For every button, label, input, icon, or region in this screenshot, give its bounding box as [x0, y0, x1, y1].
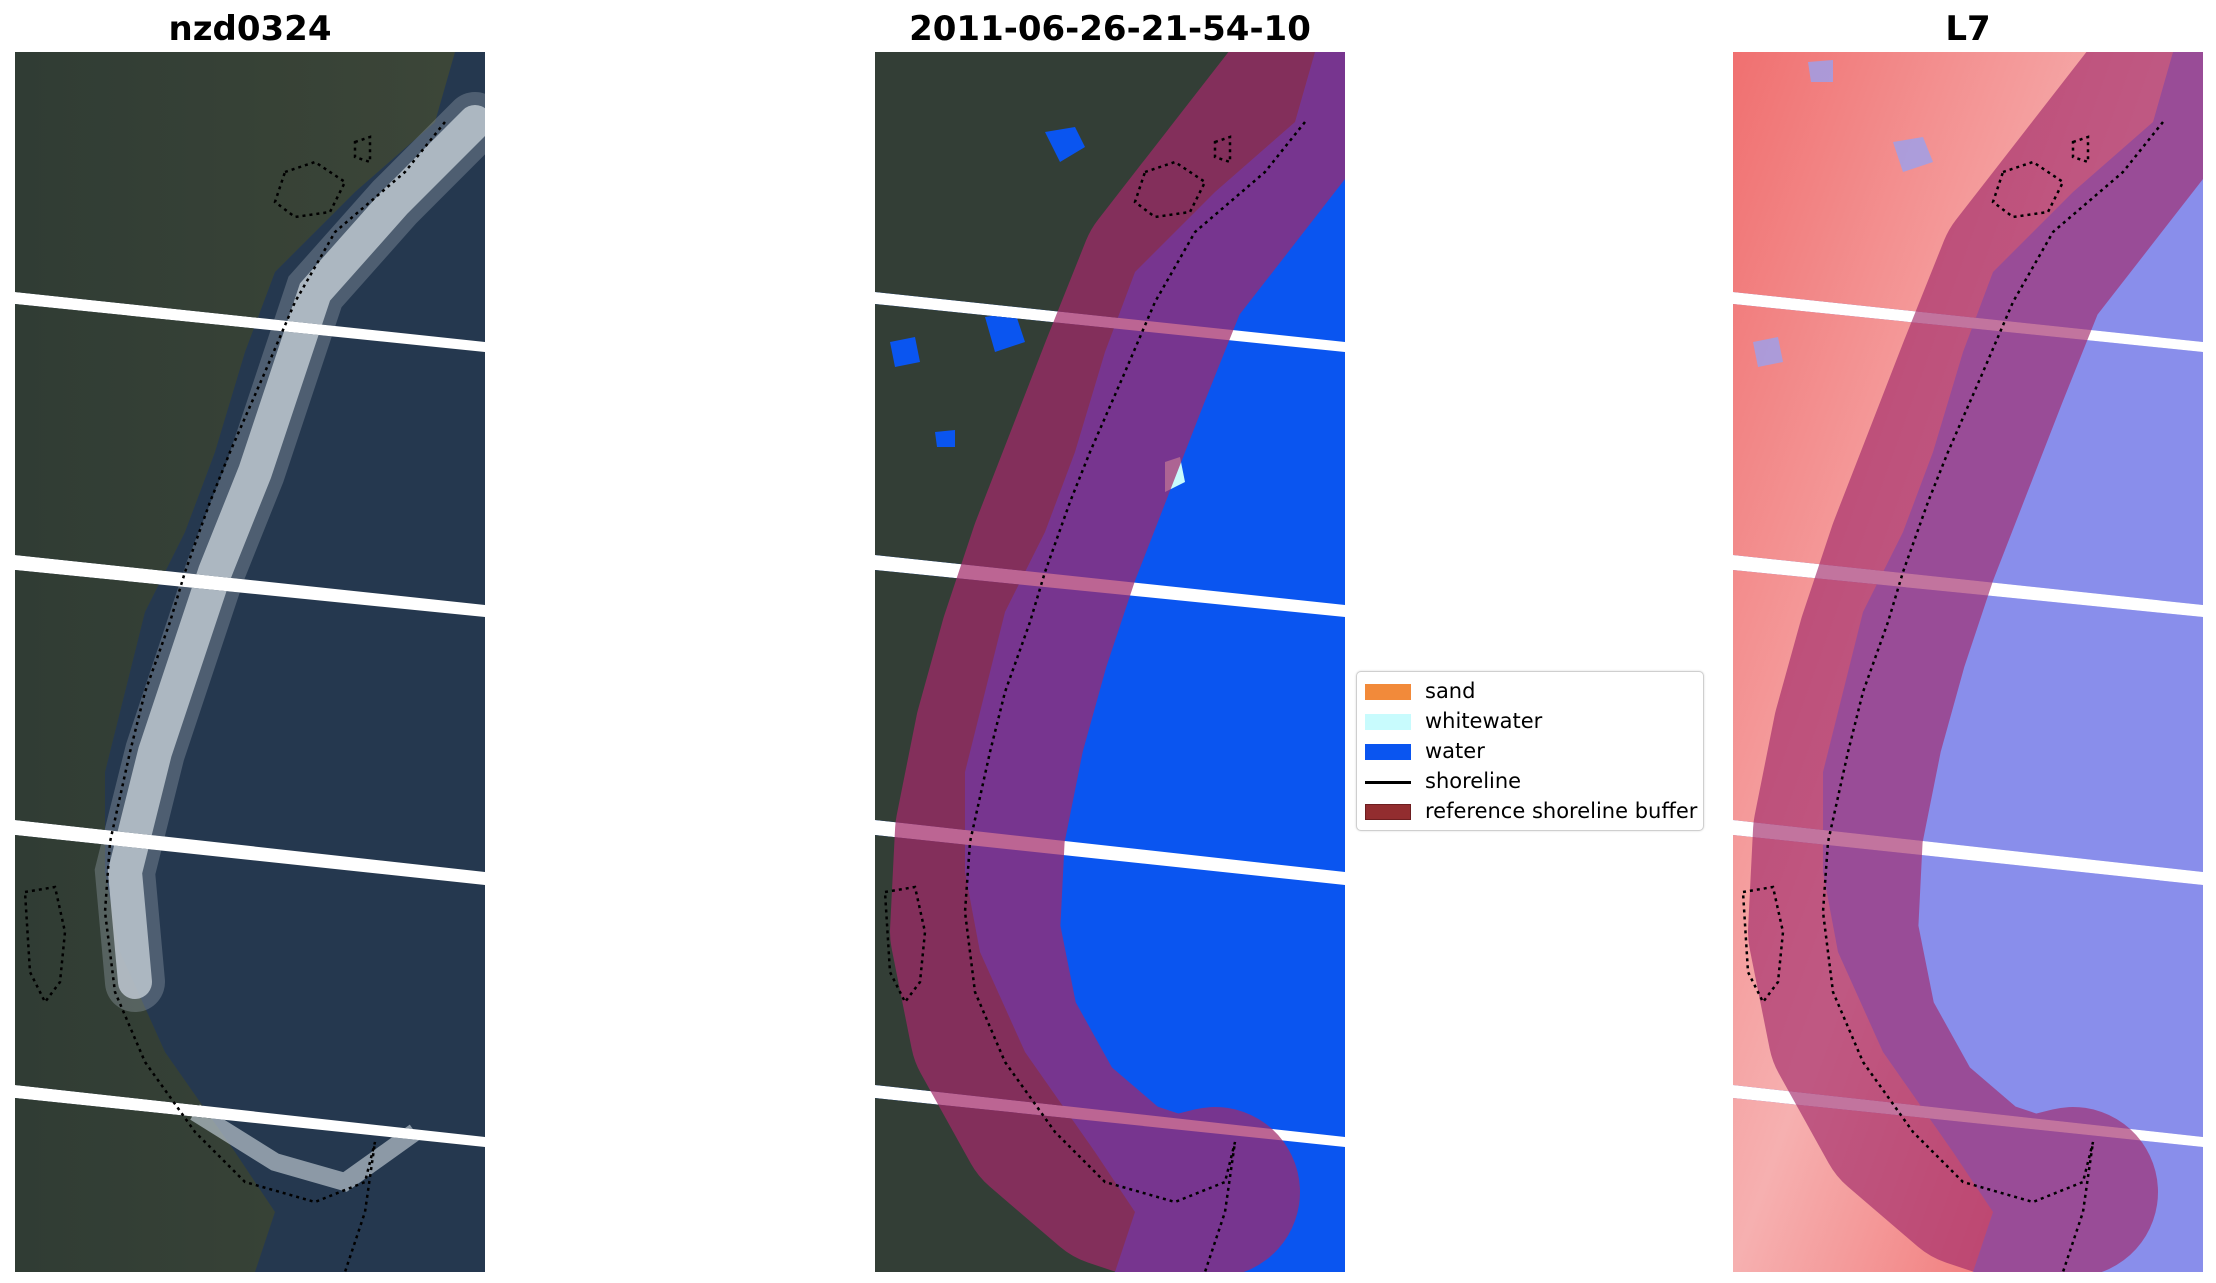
lake-shoreline [273, 135, 372, 219]
shoreline [103, 121, 446, 1272]
reference-shoreline-buffer [1748, 52, 2203, 1272]
sand-swatch [1365, 684, 1411, 700]
panel-title-index: L7 [1945, 9, 1991, 49]
rgb-image-panel [15, 52, 485, 1272]
legend-item-buffer: reference shoreline buffer [1357, 796, 1703, 826]
legend-label-whitewater: whitewater [1425, 709, 1543, 733]
legend: sand whitewater water shoreline referenc… [1356, 671, 1704, 831]
legend-item-whitewater: whitewater [1357, 706, 1703, 736]
whitewater-swatch [1365, 714, 1411, 730]
shoreline-line-swatch [1365, 781, 1411, 784]
lower-bay-whitewater [190, 1104, 421, 1192]
legend-label-sand: sand [1425, 679, 1476, 703]
whitewater-band [107, 105, 485, 999]
shoreline [963, 121, 1306, 1272]
whitewater-band-outer [94, 92, 485, 1012]
lake-shoreline [1133, 135, 1232, 219]
rgb-image [15, 52, 485, 1272]
index-panel [1733, 52, 2203, 1272]
buffer-swatch [1365, 804, 1411, 820]
legend-item-water: water [1357, 736, 1703, 766]
shoreline [1821, 121, 2164, 1272]
pond-shoreline [1741, 885, 1785, 1005]
index-image [1733, 52, 2203, 1272]
lake-shoreline [1991, 135, 2090, 219]
legend-label-shoreline: shoreline [1425, 769, 1522, 793]
legend-label-water: water [1425, 739, 1485, 763]
reference-shoreline-buffer [890, 52, 1345, 1272]
pond-shoreline [883, 885, 927, 1005]
legend-label-buffer: reference shoreline buffer [1425, 799, 1698, 823]
legend-item-sand: sand [1357, 676, 1703, 706]
panel-title-classification: 2011-06-26-21-54-10 [909, 9, 1311, 49]
classification-panel [875, 52, 1345, 1272]
panel-title-rgb: nzd0324 [168, 9, 332, 49]
pond-shoreline [23, 885, 67, 1005]
water-swatch [1365, 744, 1411, 760]
classification-image [875, 52, 1345, 1272]
legend-item-shoreline: shoreline [1357, 766, 1703, 796]
